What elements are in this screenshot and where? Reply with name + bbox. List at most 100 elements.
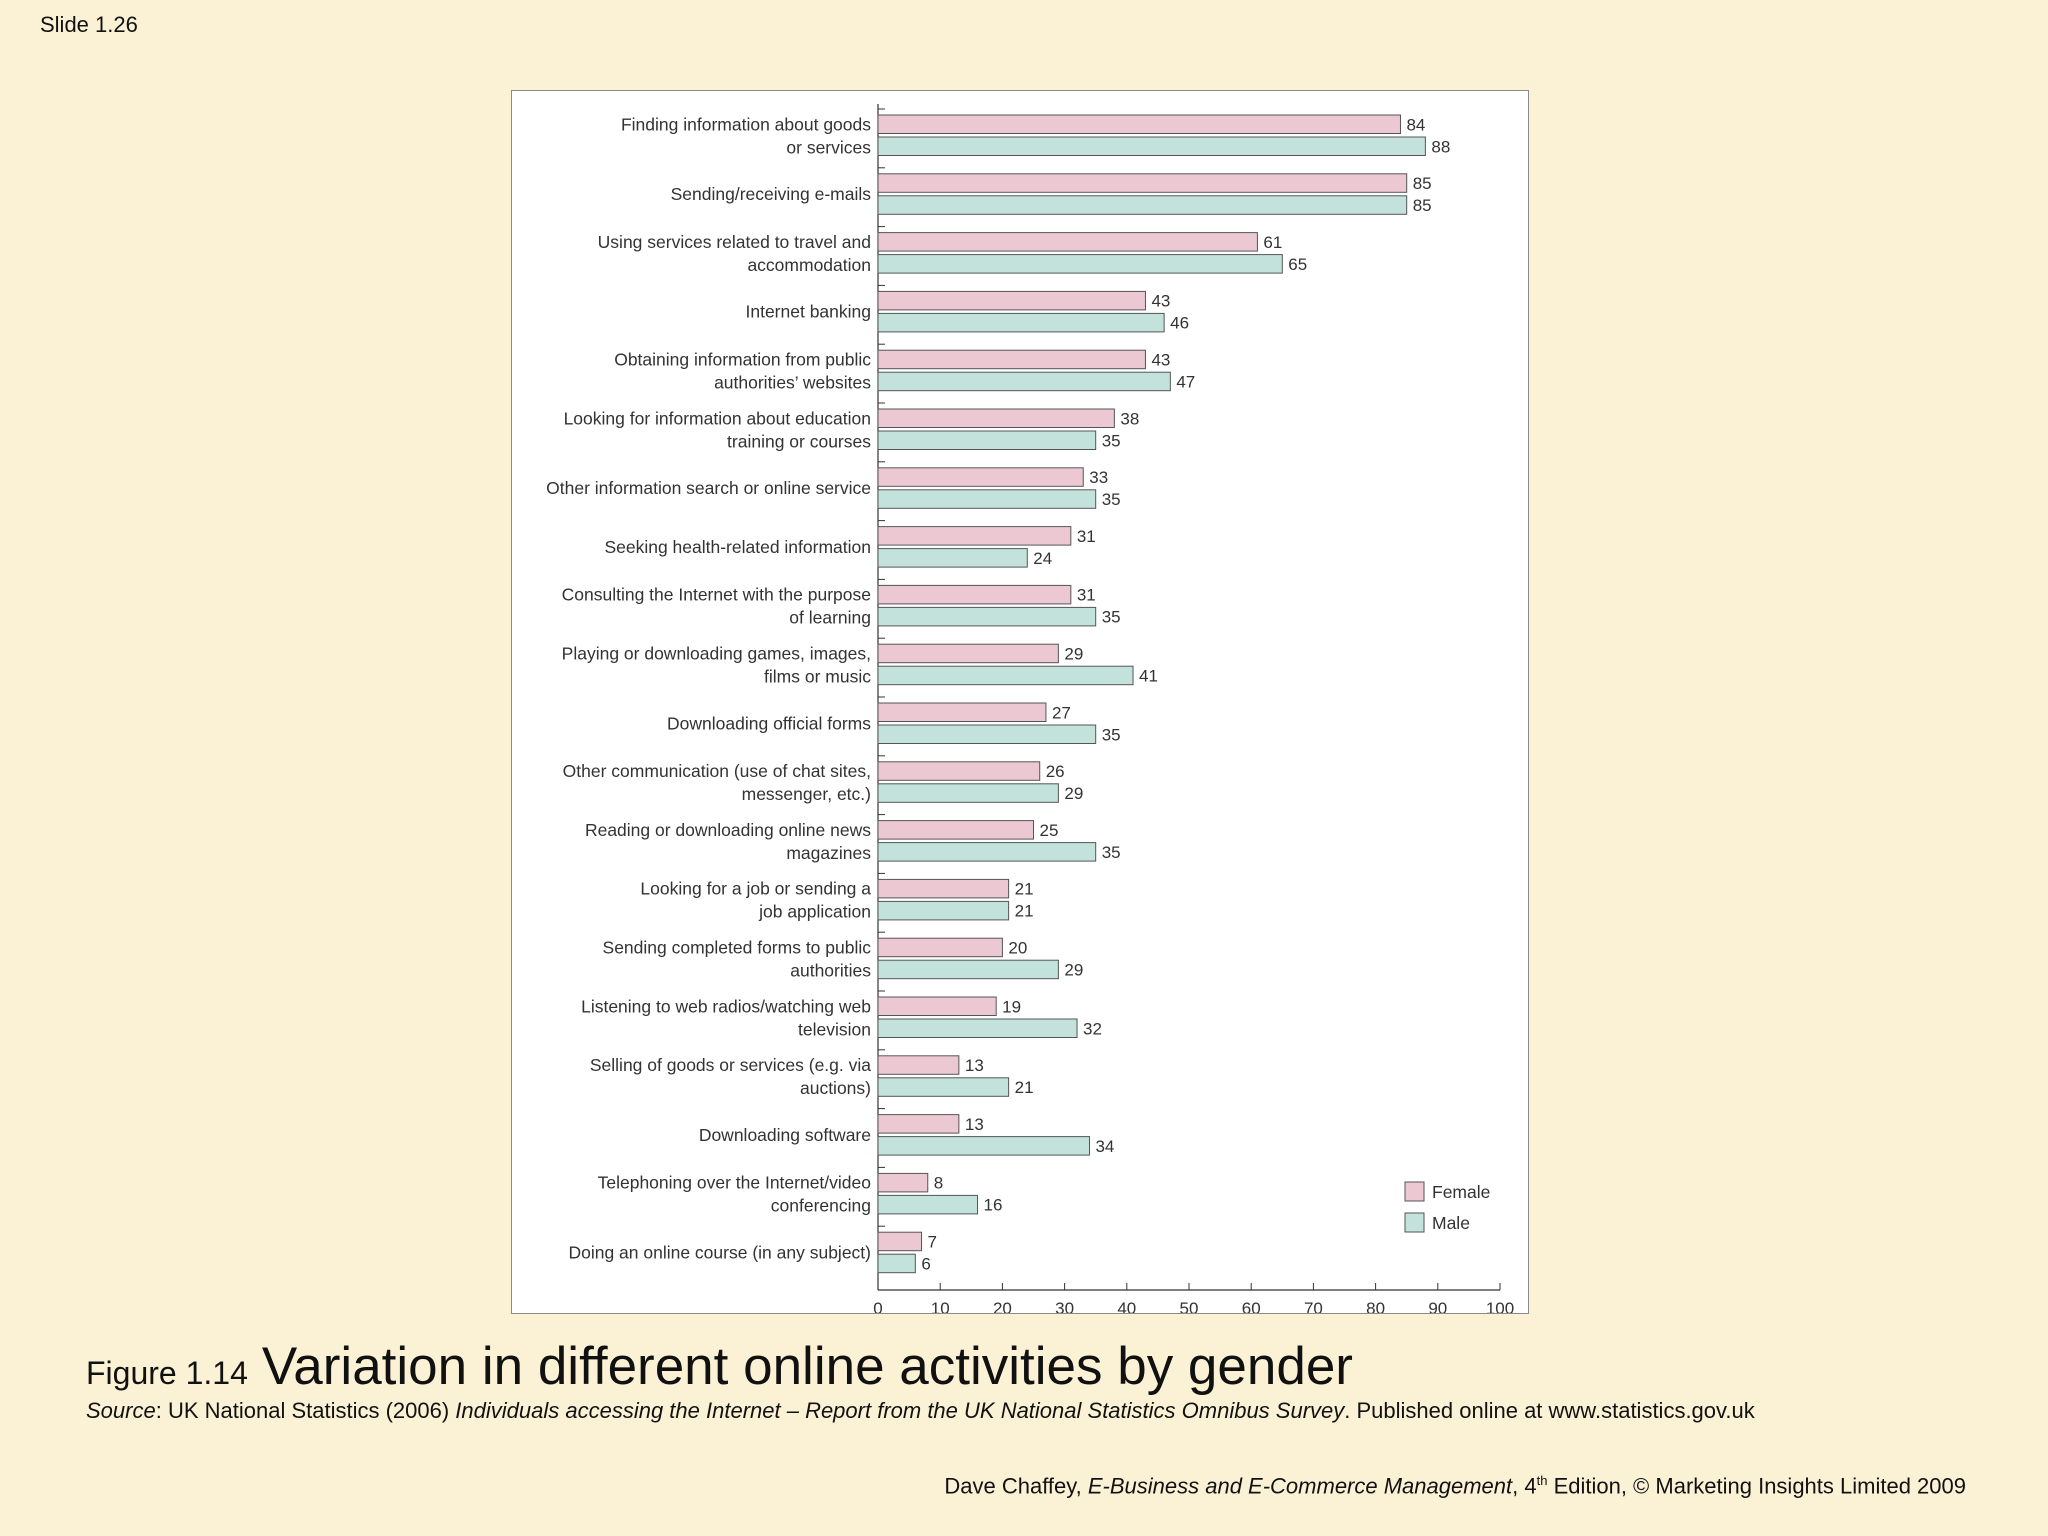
data-label: 32	[1083, 1019, 1102, 1038]
category-label: or services	[786, 137, 871, 157]
x-tick-label: 20	[993, 1299, 1012, 1313]
category-label: accommodation	[747, 255, 871, 275]
bar-male	[877, 724, 1097, 744]
x-tick-label: 80	[1366, 1299, 1385, 1313]
data-label: 16	[984, 1196, 1003, 1215]
category-label: authorities’ websites	[714, 372, 871, 392]
bar-female	[877, 1172, 929, 1193]
data-label: 61	[1263, 233, 1282, 252]
category-label: Looking for information about education	[564, 408, 871, 428]
category-label: Downloading official forms	[667, 713, 871, 733]
bar-female	[877, 290, 1146, 311]
category-label: Listening to web radios/watching web	[581, 996, 871, 1016]
category-label: films or music	[764, 666, 871, 686]
data-label: 21	[1015, 880, 1034, 899]
data-label: 46	[1170, 314, 1189, 333]
data-label: 43	[1151, 350, 1170, 369]
bar-male	[877, 1253, 916, 1274]
category-label: training or courses	[727, 431, 871, 451]
data-label: 21	[1015, 902, 1034, 921]
category-label: Other communication (use of chat sites,	[563, 761, 871, 781]
x-tick-label: 30	[1055, 1299, 1074, 1313]
bar-female	[877, 114, 1401, 134]
bar-female	[877, 1055, 960, 1075]
bar-female	[877, 761, 1041, 781]
data-label: 35	[1102, 608, 1121, 627]
category-label: Downloading software	[699, 1125, 871, 1145]
category-label: conferencing	[771, 1196, 871, 1216]
x-tick-label: 10	[931, 1299, 950, 1313]
data-label: 35	[1102, 431, 1121, 450]
data-label: 88	[1431, 137, 1450, 156]
category-label: magazines	[786, 843, 871, 863]
bar-female	[877, 937, 1003, 958]
bar-male	[877, 842, 1097, 862]
bar-male	[877, 665, 1134, 686]
data-label: 7	[928, 1232, 937, 1251]
x-tick-label: 40	[1117, 1299, 1136, 1313]
footer-credit: Dave Chaffey, E-Business and E-Commerce …	[944, 1473, 1966, 1499]
data-label: 31	[1077, 586, 1096, 605]
bar-female	[877, 232, 1258, 252]
category-label: Using services related to travel and	[598, 232, 871, 252]
category-label: Finding information about goods	[621, 114, 871, 134]
source-line: Source: UK National Statistics (2006) In…	[86, 1398, 1755, 1424]
bar-male	[877, 548, 1028, 568]
category-label: job application	[758, 902, 871, 922]
data-label: 25	[1040, 821, 1059, 840]
category-label: Seeking health-related information	[604, 537, 871, 557]
data-label: 38	[1120, 409, 1139, 428]
data-label: 65	[1288, 255, 1307, 274]
bar-male	[877, 606, 1097, 627]
bar-female	[877, 820, 1034, 840]
data-label: 29	[1064, 784, 1083, 803]
data-label: 29	[1064, 644, 1083, 663]
data-label: 34	[1095, 1137, 1114, 1156]
data-label: 29	[1064, 960, 1083, 979]
bar-female	[877, 643, 1059, 664]
category-label: Other information search or online servi…	[546, 478, 871, 498]
bar-male	[877, 489, 1097, 509]
bar-male	[877, 195, 1408, 215]
figure-label: Figure 1.14	[86, 1355, 248, 1391]
category-label: Selling of goods or services (e.g. via	[590, 1055, 871, 1075]
bar-female	[877, 996, 997, 1016]
category-label: messenger, etc.)	[742, 784, 871, 804]
bar-female	[877, 1231, 923, 1252]
figure-panel: 84 88 Finding information about goods or se…	[511, 90, 1529, 1314]
bar-female	[877, 1114, 960, 1134]
data-label: 21	[1015, 1078, 1034, 1097]
x-tick-label: 90	[1428, 1299, 1447, 1313]
category-label: Telephoning over the Internet/video	[598, 1173, 871, 1193]
footer-book-title: E-Business and E-Commerce Management	[1087, 1473, 1513, 1499]
data-label: 24	[1033, 549, 1052, 568]
bar-female	[877, 467, 1084, 487]
category-label: Sending completed forms to public	[603, 937, 872, 957]
legend-swatch-male	[1404, 1212, 1425, 1233]
bar-male	[877, 430, 1097, 450]
category-label: Playing or downloading games, images,	[562, 643, 871, 663]
bar-male	[877, 371, 1171, 392]
source-text-2: . Published online at www.statistics.gov…	[1344, 1398, 1755, 1423]
bar-female	[877, 526, 1072, 546]
bar-male	[877, 783, 1059, 803]
legend-label-female: Female	[1432, 1182, 1490, 1202]
bar-female	[877, 878, 1010, 899]
bar-male	[877, 1194, 979, 1215]
footer-author: Dave Chaffey,	[944, 1473, 1088, 1499]
data-label: 33	[1089, 468, 1108, 487]
data-label: 35	[1102, 725, 1121, 744]
bar-male	[877, 254, 1283, 274]
bar-female	[877, 408, 1115, 428]
data-label: 19	[1002, 997, 1021, 1016]
data-label: 47	[1176, 372, 1195, 391]
source-report-title: Individuals accessing the Internet – Rep…	[455, 1398, 1345, 1423]
category-label: Looking for a job or sending a	[640, 879, 871, 899]
x-tick-label: 70	[1304, 1299, 1323, 1313]
x-tick-label: 0	[873, 1299, 882, 1313]
bar-female	[877, 584, 1072, 605]
bar-male	[877, 959, 1059, 980]
footer-edition-num: , 4	[1512, 1473, 1537, 1499]
category-label: Consulting the Internet with the purpose	[562, 585, 871, 605]
figure-title: Variation in different online activities…	[261, 1337, 1353, 1396]
